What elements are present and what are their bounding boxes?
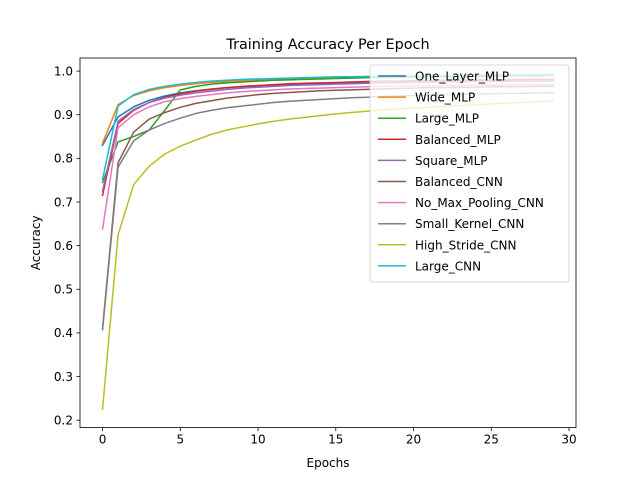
legend-box bbox=[369, 64, 570, 283]
y-tick-label: 0.7 bbox=[54, 195, 73, 209]
legend-label: Square_MLP bbox=[415, 154, 488, 168]
x-tick-label: 30 bbox=[561, 433, 576, 447]
x-axis: 0 5 10 15 20 25 30 bbox=[99, 427, 577, 447]
y-axis: 0.2 0.3 0.4 0.5 0.6 0.7 0.8 0.9 1.0 bbox=[54, 64, 80, 427]
legend-label: Large_MLP bbox=[415, 112, 479, 126]
x-tick-label: 0 bbox=[99, 433, 107, 447]
y-tick-label: 0.3 bbox=[54, 370, 73, 384]
legend-label: Balanced_CNN bbox=[415, 175, 503, 189]
x-axis-label: Epochs bbox=[307, 456, 350, 470]
legend-label: No_Max_Pooling_CNN bbox=[415, 196, 544, 210]
y-axis-label: Accuracy bbox=[29, 215, 43, 270]
x-tick-label: 5 bbox=[176, 433, 184, 447]
y-tick-label: 0.9 bbox=[54, 108, 73, 122]
legend: One_Layer_MLP Wide_MLP Large_MLP Balanced_M… bbox=[369, 64, 570, 283]
legend-label: Large_CNN bbox=[415, 259, 481, 273]
x-tick-label: 15 bbox=[328, 433, 343, 447]
chart-title: Training Accuracy Per Epoch bbox=[225, 37, 429, 53]
legend-label: High_Stride_CNN bbox=[415, 238, 517, 252]
x-tick-label: 20 bbox=[406, 433, 421, 447]
y-tick-label: 0.8 bbox=[54, 152, 73, 166]
legend-label: Balanced_MLP bbox=[415, 133, 501, 147]
legend-label: One_Layer_MLP bbox=[415, 70, 509, 84]
x-tick-label: 25 bbox=[484, 433, 499, 447]
plot-frame bbox=[79, 57, 577, 429]
y-tick-label: 0.6 bbox=[54, 239, 73, 253]
y-tick-label: 1.0 bbox=[54, 64, 73, 78]
x-tick-label: 10 bbox=[250, 433, 265, 447]
legend-label: Small_Kernel_CNN bbox=[415, 217, 524, 231]
y-tick-label: 0.2 bbox=[54, 413, 73, 427]
legend-label: Wide_MLP bbox=[415, 91, 475, 105]
y-tick-label: 0.5 bbox=[54, 283, 73, 297]
y-tick-label: 0.4 bbox=[54, 326, 73, 340]
